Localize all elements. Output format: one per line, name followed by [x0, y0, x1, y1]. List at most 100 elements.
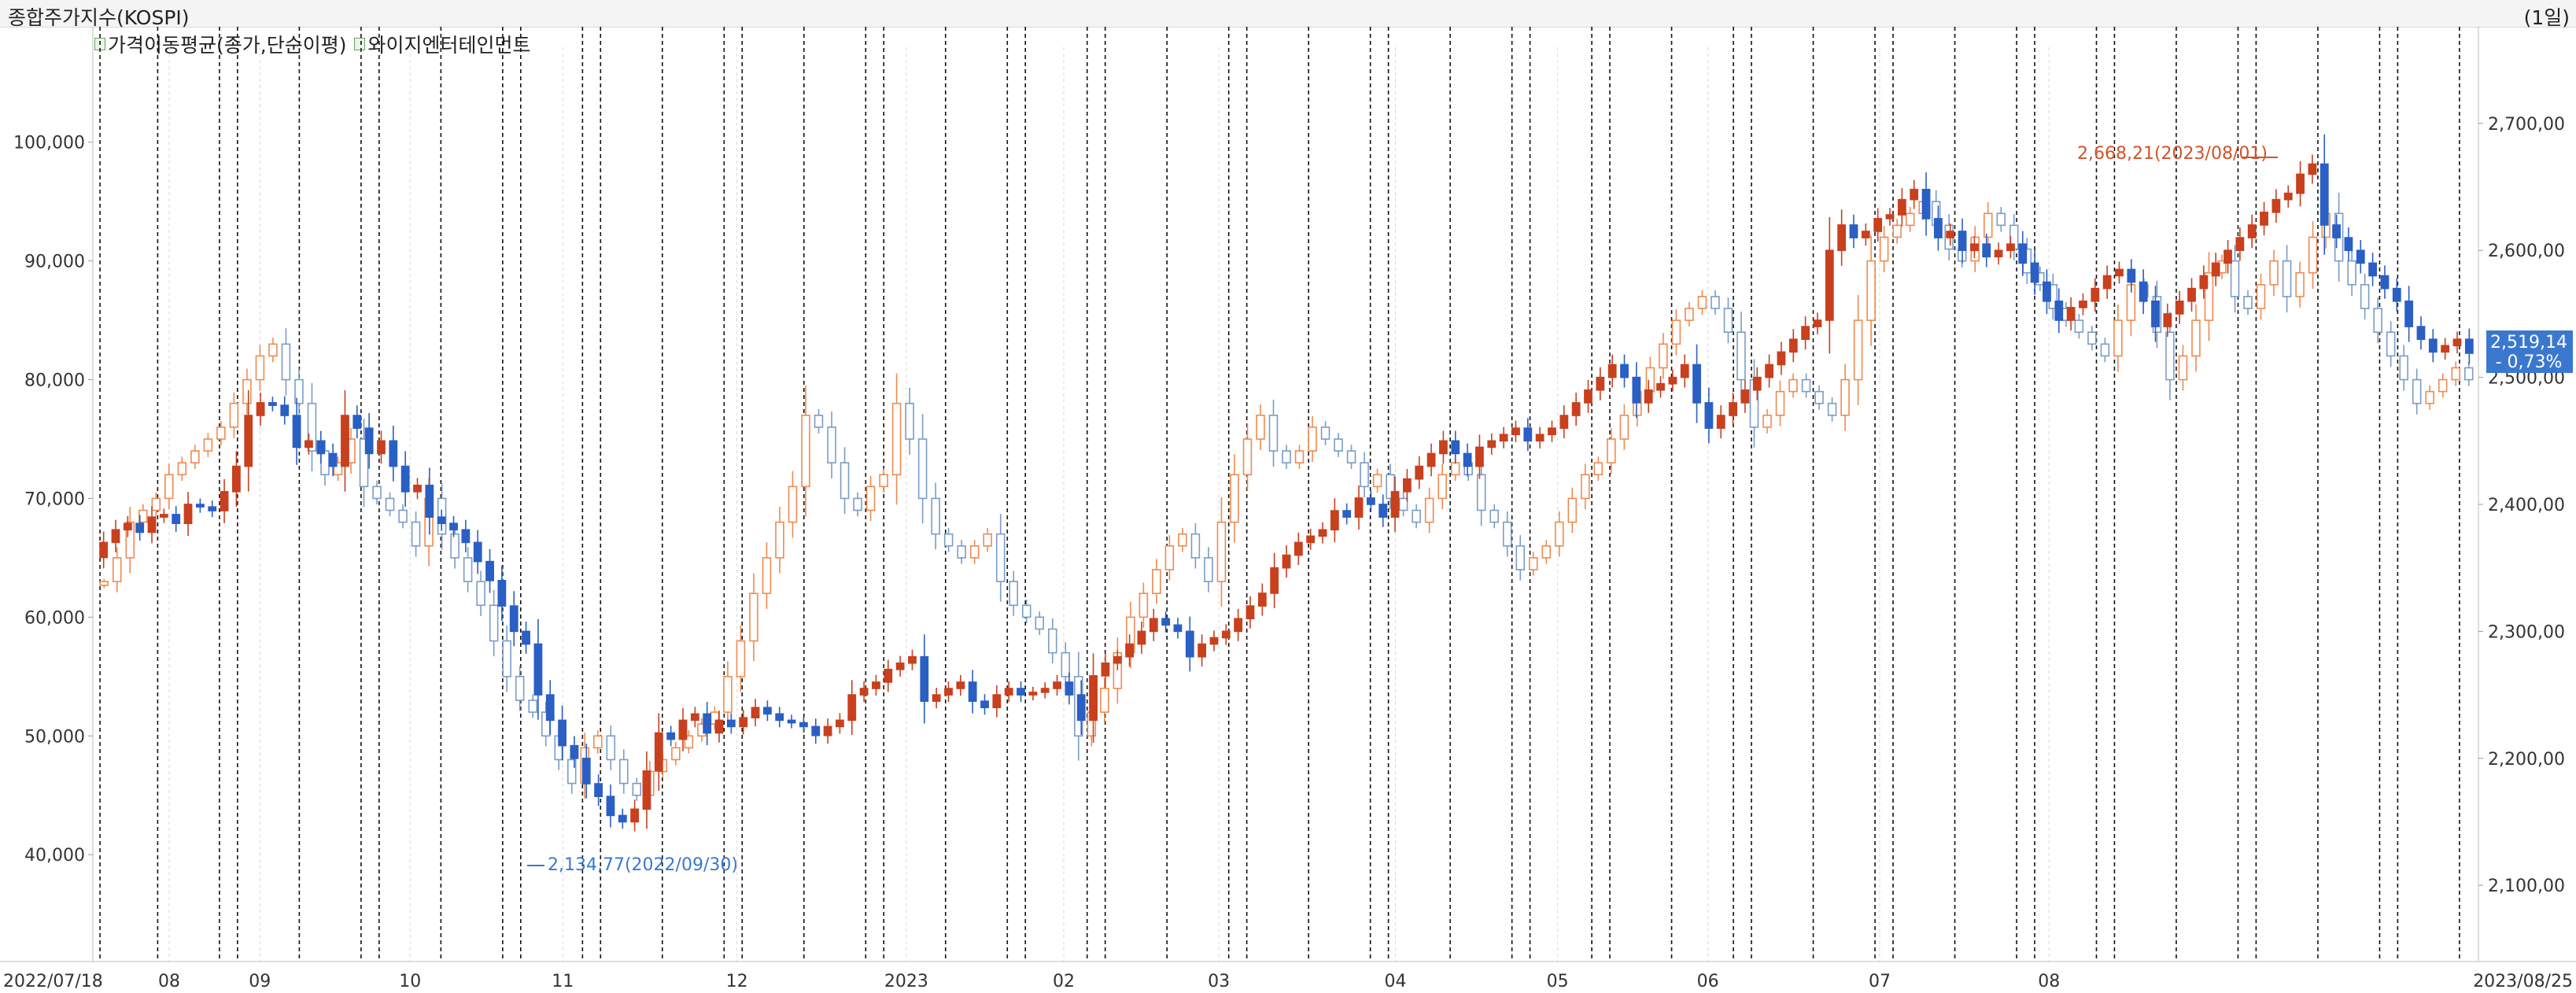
left-tick-label: 50,000	[24, 727, 85, 747]
candle-body	[123, 522, 132, 531]
candle-body	[2282, 260, 2292, 297]
candle-body	[678, 719, 688, 740]
candle-body	[1837, 224, 1847, 252]
candle-body	[1100, 688, 1109, 713]
candle-body	[528, 700, 537, 713]
candle-body	[1021, 604, 1032, 618]
candle-body	[606, 735, 616, 761]
candle-body	[1257, 592, 1267, 607]
candle-body	[135, 522, 145, 533]
candle-body	[2308, 236, 2318, 274]
candle-body	[1342, 510, 1352, 518]
left-tick-label: 100,000	[13, 134, 85, 153]
candle-body	[1294, 450, 1305, 463]
candle-body	[1905, 212, 1915, 227]
candle-body	[1892, 224, 1902, 238]
candle-body	[1489, 509, 1499, 523]
candle-body	[1541, 545, 1552, 559]
candle-body	[714, 719, 724, 734]
candle-body	[814, 415, 824, 428]
candle-body	[1152, 569, 1161, 594]
legend-item-moving-average[interactable]: 가격이동평균(종가,단순이평)	[94, 30, 346, 58]
candle-body	[1004, 688, 1013, 696]
candle-body	[749, 592, 758, 642]
candle-body	[1885, 214, 1895, 220]
candle-body	[2360, 284, 2370, 309]
last-value-badge	[2486, 330, 2573, 373]
candle-body	[352, 415, 362, 429]
left-tick-label: 70,000	[24, 489, 85, 509]
candle-body	[799, 722, 808, 728]
candle-body	[2235, 237, 2245, 252]
candle-body	[992, 694, 1002, 709]
candle-body	[195, 504, 205, 508]
candle-body	[1879, 236, 1889, 262]
candle-body	[203, 438, 213, 452]
candle-body	[917, 438, 928, 500]
candle-body	[1697, 296, 1707, 309]
candle-body	[268, 343, 278, 357]
candle-body	[255, 355, 265, 381]
candle-body	[1149, 618, 1158, 633]
candle-body	[1346, 450, 1356, 463]
candle-body	[1354, 497, 1364, 518]
candle-body	[533, 643, 543, 696]
candle-body	[2308, 163, 2317, 175]
candle-body	[1209, 637, 1219, 645]
candle-body	[1017, 688, 1025, 696]
candle-body	[2102, 275, 2112, 290]
candle-body	[341, 415, 349, 467]
candle-body	[1164, 545, 1175, 570]
candle-body	[1775, 390, 1785, 416]
candle-body	[1659, 343, 1668, 369]
candle-body	[775, 713, 784, 722]
candle-body	[642, 770, 651, 810]
candle-body	[1584, 389, 1592, 404]
candle-body	[2230, 260, 2240, 297]
candle-body	[995, 533, 1006, 582]
candle-body	[1040, 688, 1050, 693]
candle-body	[1451, 440, 1460, 455]
candle-body	[1736, 331, 1746, 381]
candle-body	[1946, 231, 1955, 238]
candle-body	[1581, 474, 1590, 500]
candle-body	[2368, 262, 2378, 277]
candle-body	[220, 491, 229, 511]
candle-body	[522, 630, 530, 645]
period-label[interactable]: (1일)	[2523, 6, 2570, 29]
candle-body	[2272, 198, 2281, 213]
candle-body	[1320, 426, 1330, 440]
candle-body	[1716, 415, 1725, 429]
candle-body	[2416, 326, 2426, 340]
candle-body	[787, 719, 796, 724]
candle-body	[2187, 287, 2196, 302]
legend-item-yg-entertainment[interactable]: 와이지엔터테인먼트	[354, 30, 530, 58]
candle-body	[2386, 331, 2396, 357]
candle-body	[377, 440, 386, 455]
candle-body	[172, 514, 181, 525]
candle-body	[385, 497, 395, 511]
candle-body	[113, 557, 122, 582]
candle-body	[1729, 402, 1737, 416]
vertical-marker-layer	[99, 27, 2460, 962]
candle-body	[968, 681, 977, 702]
candle-body	[437, 516, 446, 525]
legend-checkbox-icon[interactable]	[354, 38, 366, 50]
candle-body	[1752, 376, 1762, 391]
candle-body	[1139, 592, 1149, 618]
candle-body	[2006, 243, 2015, 252]
candle-body	[2066, 307, 2076, 321]
candle-body	[99, 541, 109, 559]
candle-body	[2030, 262, 2039, 283]
candle-body	[853, 497, 862, 511]
candle-body	[294, 378, 304, 404]
candle-body	[2139, 281, 2148, 302]
candle-body	[2043, 281, 2051, 302]
candle-body	[1511, 427, 1520, 436]
candle-body	[1378, 504, 1388, 518]
candle-body	[956, 681, 965, 689]
candle-body	[1282, 554, 1291, 569]
candle-body	[1933, 218, 1943, 238]
x-tick-label: 02	[1053, 972, 1075, 991]
